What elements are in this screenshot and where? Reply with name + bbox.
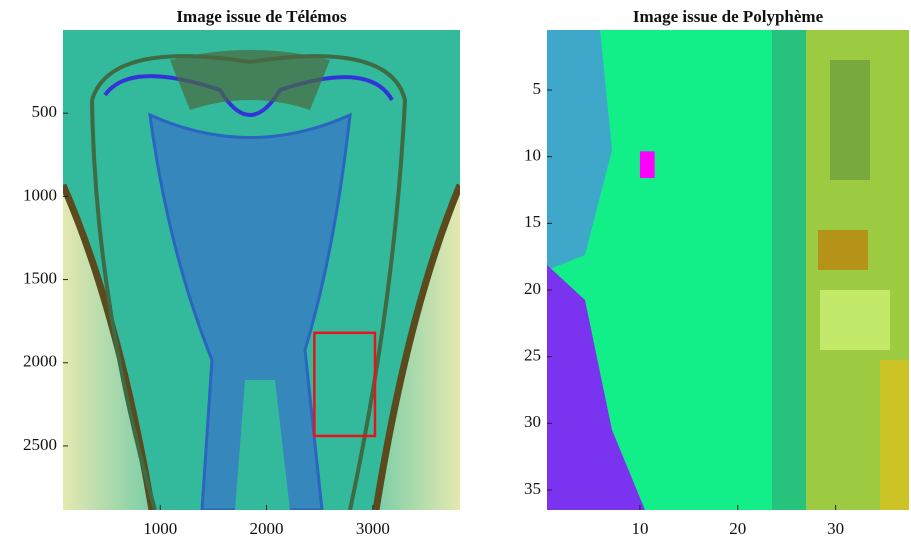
y-tick-label: 1000 [23,185,57,204]
chart-title: Image issue de Télémos [176,7,347,26]
x-tick-label: 30 [827,519,844,538]
y-tick-label: 15 [524,212,541,231]
y-tick-label: 30 [524,412,541,431]
chart-title: Image issue de Polyphème [633,7,824,26]
x-tick-label: 3000 [356,519,390,538]
polypheme-image [547,30,909,510]
telemos-image [63,30,460,510]
y-tick-label: 5 [533,79,542,98]
y-tick-label: 25 [524,346,541,365]
y-tick-label: 20 [524,279,541,298]
y-tick-label: 1500 [23,268,57,287]
x-tick-label: 10 [631,519,648,538]
y-tick-label: 500 [32,102,58,121]
y-tick-label: 35 [524,479,541,498]
x-tick-label: 1000 [143,519,177,538]
highlight [313,331,377,438]
y-tick-label: 2000 [23,352,57,371]
y-tick-label: 2500 [23,435,57,454]
x-tick-label: 20 [729,519,746,538]
x-tick-label: 2000 [250,519,284,538]
y-tick-label: 10 [524,146,541,165]
highlight [639,151,655,178]
